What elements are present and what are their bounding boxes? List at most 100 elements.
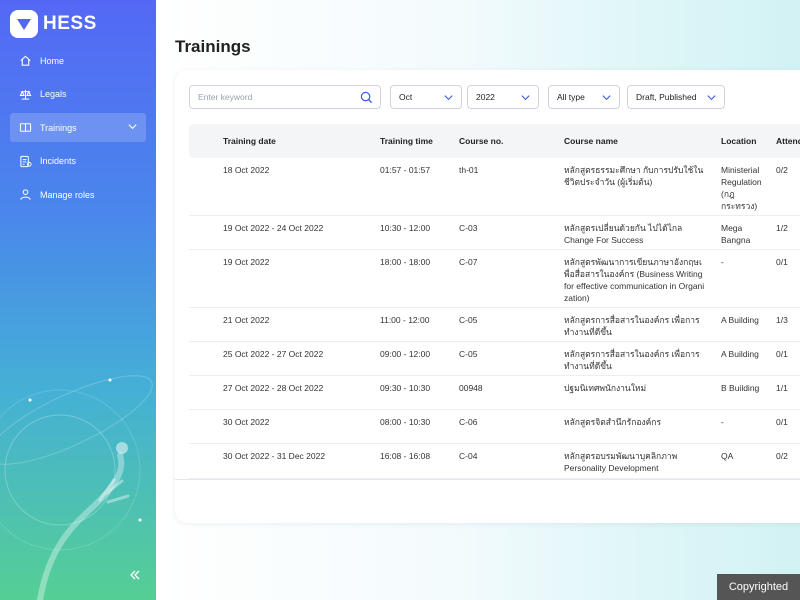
course-name: หลักสูตรพัฒนาการเขียนภาษาอังกฤษเพื่อสื่อ… [564, 257, 705, 303]
chevron-down-icon[interactable] [127, 121, 138, 134]
column-header: Course name [564, 136, 618, 146]
book-icon [18, 121, 32, 135]
course-name: หลักสูตรอบรมพัฒนาบุคลิกภาพ Personality D… [564, 451, 678, 473]
location: A Building [721, 315, 759, 325]
table-row[interactable]: 25 Oct 2022 - 27 Oct 2022 09:00 - 12:00 … [189, 342, 800, 376]
location: - [721, 257, 724, 267]
course-name: หลักสูตรการสื่อสารในองค์กร เพื่อการทำงาน… [564, 349, 700, 371]
course-name: หลักสูตรเปลี่ยนด้วยกัน ไปได้ไกล Change F… [564, 223, 683, 245]
status-value: Draft, Published [636, 92, 697, 102]
course-no: C-05 [459, 315, 478, 325]
table-row[interactable]: 19 Oct 2022 - 24 Oct 2022 10:30 - 12:00 … [189, 216, 800, 250]
course-no: 00948 [459, 383, 483, 393]
search-box [189, 85, 381, 109]
course-no: th-01 [459, 165, 479, 175]
sidebar-item-label: Manage roles [40, 189, 95, 200]
training-date: 18 Oct 2022 [223, 165, 270, 175]
table-row[interactable]: 18 Oct 2022 01:57 - 01:57 th-01 หลักสูตร… [189, 158, 800, 216]
table-header: Training date Training time Course no. C… [189, 124, 800, 158]
chevron-down-icon [706, 92, 717, 105]
course-name: หลักสูตรจิตสำนึกรักองค์กร [564, 417, 662, 427]
training-date: 19 Oct 2022 - 24 Oct 2022 [223, 223, 324, 233]
column-header: Course no. [459, 136, 504, 146]
course-no: C-07 [459, 257, 478, 267]
sidebar-item-manage-roles[interactable]: Manage roles [10, 180, 146, 209]
sidebar-nav: Home Legals Trainings Incidents [10, 46, 146, 214]
training-time: 16:08 - 16:08 [380, 451, 431, 461]
course-no: C-04 [459, 451, 478, 461]
column-header: Training time [380, 136, 433, 146]
page-title: Trainings [175, 37, 251, 56]
attend: 0/1 [776, 349, 788, 359]
column-header: Location [721, 136, 757, 146]
main-content: Trainings Oct 2022 All type [156, 0, 800, 600]
attend: 1/3 [776, 315, 788, 325]
attend: 0/1 [776, 417, 788, 427]
location: - [721, 417, 724, 427]
training-date: 19 Oct 2022 [223, 257, 270, 267]
column-header: Attend [776, 136, 800, 146]
search-icon[interactable] [360, 91, 373, 109]
location: QA [721, 451, 734, 461]
type-value: All type [557, 92, 585, 102]
sidebar-item-incidents[interactable]: Incidents [10, 147, 146, 176]
course-no: C-03 [459, 223, 478, 233]
sidebar-item-label: Legals [40, 89, 67, 99]
location: Ministerial Regulation (กฎกระทรวง) [721, 165, 762, 211]
training-date: 21 Oct 2022 [223, 315, 270, 325]
table-row[interactable]: 30 Oct 2022 - 31 Dec 2022 16:08 - 16:08 … [189, 444, 800, 479]
home-icon [18, 54, 32, 68]
training-time: 10:30 - 12:00 [380, 223, 431, 233]
training-date: 30 Oct 2022 [223, 417, 270, 427]
sidebar-item-home[interactable]: Home [10, 46, 146, 75]
training-time: 11:00 - 12:00 [380, 315, 430, 325]
course-no: C-05 [459, 349, 478, 359]
trainings-card: Oct 2022 All type Draft, Published Train… [175, 70, 800, 523]
type-select[interactable]: All type [548, 85, 620, 109]
search-input[interactable] [190, 86, 350, 108]
location: B Building [721, 383, 760, 393]
training-time: 18:00 - 18:00 [380, 257, 431, 267]
sidebar-item-trainings[interactable]: Trainings [10, 113, 146, 142]
month-select[interactable]: Oct [390, 85, 462, 109]
attend: 0/2 [776, 451, 788, 461]
attend: 0/2 [776, 165, 788, 175]
course-no: C-06 [459, 417, 478, 427]
chevron-down-icon [601, 92, 612, 105]
copyright-badge: Copyrighted [717, 574, 800, 600]
sidebar-decoration [0, 375, 153, 600]
training-time: 09:30 - 10:30 [380, 383, 431, 393]
table-row[interactable]: 30 Oct 2022 08:00 - 10:30 C-06 หลักสูตรจ… [189, 410, 800, 444]
training-time: 09:00 - 12:00 [380, 349, 431, 359]
status-select[interactable]: Draft, Published [627, 85, 725, 109]
sidebar-item-label: Home [40, 55, 65, 66]
sidebar-item-legals[interactable]: Legals [10, 80, 146, 109]
logo-icon [10, 10, 38, 38]
training-date: 30 Oct 2022 - 31 Dec 2022 [223, 451, 326, 461]
table-row[interactable]: 27 Oct 2022 - 28 Oct 2022 09:30 - 10:30 … [189, 376, 800, 410]
sidebar: HESS Home Legals Trainings [0, 0, 156, 600]
column-header: Training date [223, 136, 276, 146]
training-date: 27 Oct 2022 - 28 Oct 2022 [223, 383, 324, 393]
app-name: HESS [43, 13, 97, 34]
table-row[interactable]: 19 Oct 2022 18:00 - 18:00 C-07 หลักสูตรพ… [189, 250, 800, 308]
chevron-down-icon [520, 92, 531, 105]
year-select[interactable]: 2022 [467, 85, 539, 109]
attend: 1/2 [776, 223, 788, 233]
brand[interactable]: HESS [10, 10, 97, 38]
location: Mega Bangna [721, 223, 751, 245]
location: A Building [721, 349, 759, 359]
training-time: 08:00 - 10:30 [380, 417, 431, 427]
course-name: หลักสูตรธรรมะศึกษา กับการปรับใช้ในชีวิตป… [564, 165, 704, 187]
attend: 1/1 [776, 383, 788, 393]
course-name: ปฐมนิเทศพนักงานใหม่ [564, 383, 647, 393]
training-time: 01:57 - 01:57 [380, 165, 431, 175]
sidebar-item-label: Incidents [40, 156, 77, 166]
table-row[interactable]: 21 Oct 2022 11:00 - 12:00 C-05 หลักสูตรก… [189, 308, 800, 342]
table-footer-divider [175, 479, 800, 480]
chevron-down-icon [443, 92, 454, 105]
scale-icon [18, 87, 32, 101]
year-value: 2022 [476, 92, 495, 102]
collapse-sidebar-icon[interactable] [128, 568, 142, 587]
training-date: 25 Oct 2022 - 27 Oct 2022 [223, 349, 324, 359]
